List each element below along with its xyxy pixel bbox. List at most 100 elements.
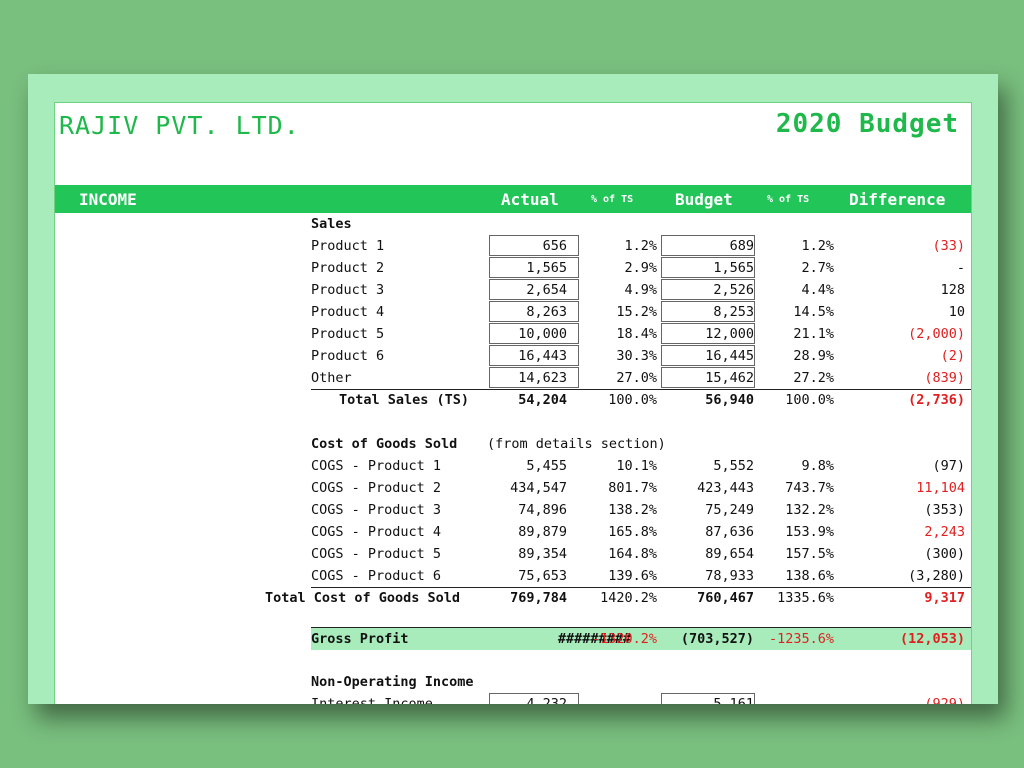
row-pct-actual: 18.4% (616, 326, 657, 342)
budget-input-cell[interactable] (661, 367, 755, 388)
row-actual: 8,263 (526, 304, 567, 320)
row-label: COGS - Product 3 (311, 502, 442, 518)
row-actual: 16,443 (518, 348, 567, 364)
interest-budget-cell[interactable] (661, 693, 755, 704)
row-budget: 89,654 (705, 546, 754, 562)
table-row: Other 14,623 27.0% 15,462 27.2% (839) (55, 367, 971, 389)
row-actual: 10,000 (518, 326, 567, 342)
total-sales-diff: (2,736) (908, 392, 965, 408)
table-row: COGS - Product 4 89,879 165.8% 87,636 153.9%… (55, 521, 971, 543)
row-pct-budget: 157.5% (785, 546, 834, 562)
row-pct-budget: 743.7% (785, 480, 834, 496)
row-pct-budget: 138.6% (785, 568, 834, 584)
row-difference: - (956, 260, 965, 276)
row-difference: (353) (924, 502, 965, 518)
actual-input-cell[interactable] (489, 235, 579, 256)
row-budget: 87,636 (705, 524, 754, 540)
row-label: COGS - Product 5 (311, 546, 442, 562)
row-budget: 689 (729, 238, 754, 254)
budget-input-cell[interactable] (661, 235, 755, 256)
row-pct-budget: 153.9% (785, 524, 834, 540)
row-pct-budget: 132.2% (785, 502, 834, 518)
row-difference: 2,243 (924, 524, 965, 540)
row-difference: (97) (932, 458, 965, 474)
total-cogs-row: Total Cost of Goods Sold 769,784 1420.2%… (55, 587, 971, 609)
row-actual: 434,547 (510, 480, 567, 496)
row-label: COGS - Product 6 (311, 568, 442, 584)
interest-income-actual: 4,232 (526, 696, 567, 704)
total-cogs-pct-actual: 1420.2% (600, 590, 657, 606)
table-row: Product 3 2,654 4.9% 2,526 4.4% 128 (55, 279, 971, 301)
row-pct-actual: 1.2% (624, 238, 657, 254)
row-pct-budget: 14.5% (793, 304, 834, 320)
row-budget: 1,565 (713, 260, 754, 276)
row-pct-actual: 164.8% (608, 546, 657, 562)
total-sales-label: Total Sales (TS) (339, 392, 470, 408)
row-budget: 5,552 (713, 458, 754, 474)
actual-input-cell[interactable] (489, 323, 579, 344)
row-pct-actual: 138.2% (608, 502, 657, 518)
header-actual: Actual (501, 190, 559, 209)
row-pct-actual: 139.6% (608, 568, 657, 584)
row-pct-actual: 27.0% (616, 370, 657, 386)
total-sales-pct-actual: 100.0% (608, 392, 657, 408)
row-label: Product 5 (311, 326, 385, 342)
gross-profit-actual: ######### (557, 631, 631, 647)
sales-section-row: Sales (55, 213, 971, 235)
row-pct-actual: 2.9% (624, 260, 657, 276)
row-label: COGS - Product 2 (311, 480, 442, 496)
table-row: COGS - Product 6 75,653 139.6% 78,933 138.6%… (55, 565, 971, 587)
interest-income-row: Interest Income 4,232 5,161 (929) (55, 693, 971, 704)
actual-input-cell[interactable] (489, 301, 579, 322)
row-actual: 656 (542, 238, 567, 254)
row-budget: 75,249 (705, 502, 754, 518)
budget-input-cell[interactable] (661, 345, 755, 366)
slide-frame: RAJIV PVT. LTD. 2020 Budget INCOME Actua… (28, 74, 998, 704)
actual-input-cell[interactable] (489, 257, 579, 278)
row-label: Product 3 (311, 282, 385, 298)
total-sales-pct-budget: 100.0% (785, 392, 834, 408)
interest-income-diff: (929) (924, 696, 965, 704)
actual-input-cell[interactable] (489, 279, 579, 300)
budget-input-cell[interactable] (661, 301, 755, 322)
budget-input-cell[interactable] (661, 279, 755, 300)
row-actual: 89,879 (518, 524, 567, 540)
cogs-total-line (311, 587, 971, 588)
total-cogs-pct-budget: 1335.6% (777, 590, 834, 606)
row-pct-actual: 30.3% (616, 348, 657, 364)
gross-profit-label: Gross Profit (311, 631, 409, 647)
cogs-note: (from details section) (487, 436, 666, 452)
interest-actual-cell[interactable] (489, 693, 579, 704)
actual-input-cell[interactable] (489, 345, 579, 366)
row-difference: 128 (940, 282, 965, 298)
row-budget: 78,933 (705, 568, 754, 584)
budget-input-cell[interactable] (661, 323, 755, 344)
company-name: RAJIV PVT. LTD. (59, 111, 300, 140)
table-row: COGS - Product 1 5,455 10.1% 5,552 9.8% (97) (55, 455, 971, 477)
gross-profit-pct-actual: -1320.2% (591, 631, 657, 647)
budget-input-cell[interactable] (661, 257, 755, 278)
row-pct-actual: 801.7% (608, 480, 657, 496)
row-budget: 15,462 (705, 370, 754, 386)
row-label: Product 2 (311, 260, 385, 276)
row-pct-budget: 2.7% (801, 260, 834, 276)
row-pct-budget: 4.4% (801, 282, 834, 298)
cogs-section-row: Cost of Goods Sold (from details section… (55, 433, 971, 455)
row-difference: 10 (948, 304, 965, 320)
total-cogs-label: Total Cost of Goods Sold (265, 590, 461, 606)
row-actual: 5,455 (526, 458, 567, 474)
row-actual: 75,653 (518, 568, 567, 584)
row-label: Product 4 (311, 304, 385, 320)
total-sales-budget: 56,940 (705, 392, 754, 408)
row-difference: (839) (924, 370, 965, 386)
row-difference: (300) (924, 546, 965, 562)
row-pct-budget: 9.8% (801, 458, 834, 474)
row-actual: 2,654 (526, 282, 567, 298)
row-difference: (3,280) (908, 568, 965, 584)
table-row: Product 1 656 1.2% 689 1.2% (33) (55, 235, 971, 257)
row-difference: (33) (932, 238, 965, 254)
row-pct-actual: 4.9% (624, 282, 657, 298)
row-actual: 89,354 (518, 546, 567, 562)
actual-input-cell[interactable] (489, 367, 579, 388)
budget-title: 2020 Budget (775, 109, 959, 139)
